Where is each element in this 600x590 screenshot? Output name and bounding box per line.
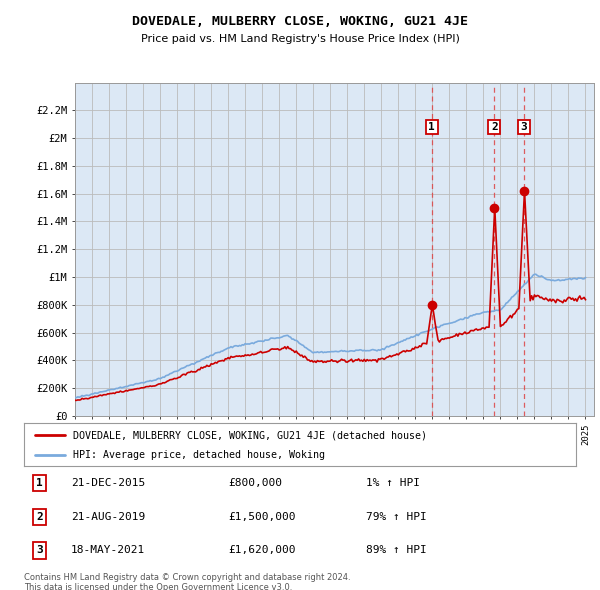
Text: DOVEDALE, MULBERRY CLOSE, WOKING, GU21 4JE (detached house): DOVEDALE, MULBERRY CLOSE, WOKING, GU21 4… (73, 430, 427, 440)
Text: 21-DEC-2015: 21-DEC-2015 (71, 478, 145, 488)
Text: 1: 1 (36, 478, 43, 488)
Text: £1,620,000: £1,620,000 (228, 546, 296, 555)
Text: 3: 3 (521, 122, 527, 132)
Text: HPI: Average price, detached house, Woking: HPI: Average price, detached house, Woki… (73, 450, 325, 460)
Text: 89% ↑ HPI: 89% ↑ HPI (366, 546, 427, 555)
Text: 3: 3 (36, 546, 43, 555)
Text: £1,500,000: £1,500,000 (228, 512, 296, 522)
Text: 18-MAY-2021: 18-MAY-2021 (71, 546, 145, 555)
Text: Price paid vs. HM Land Registry's House Price Index (HPI): Price paid vs. HM Land Registry's House … (140, 34, 460, 44)
Text: 21-AUG-2019: 21-AUG-2019 (71, 512, 145, 522)
Text: 2: 2 (491, 122, 497, 132)
Text: £800,000: £800,000 (228, 478, 282, 488)
Text: 2: 2 (36, 512, 43, 522)
Text: 1% ↑ HPI: 1% ↑ HPI (366, 478, 420, 488)
Text: This data is licensed under the Open Government Licence v3.0.: This data is licensed under the Open Gov… (24, 583, 292, 590)
Text: 79% ↑ HPI: 79% ↑ HPI (366, 512, 427, 522)
Text: Contains HM Land Registry data © Crown copyright and database right 2024.: Contains HM Land Registry data © Crown c… (24, 573, 350, 582)
Text: 1: 1 (428, 122, 435, 132)
Text: DOVEDALE, MULBERRY CLOSE, WOKING, GU21 4JE: DOVEDALE, MULBERRY CLOSE, WOKING, GU21 4… (132, 15, 468, 28)
